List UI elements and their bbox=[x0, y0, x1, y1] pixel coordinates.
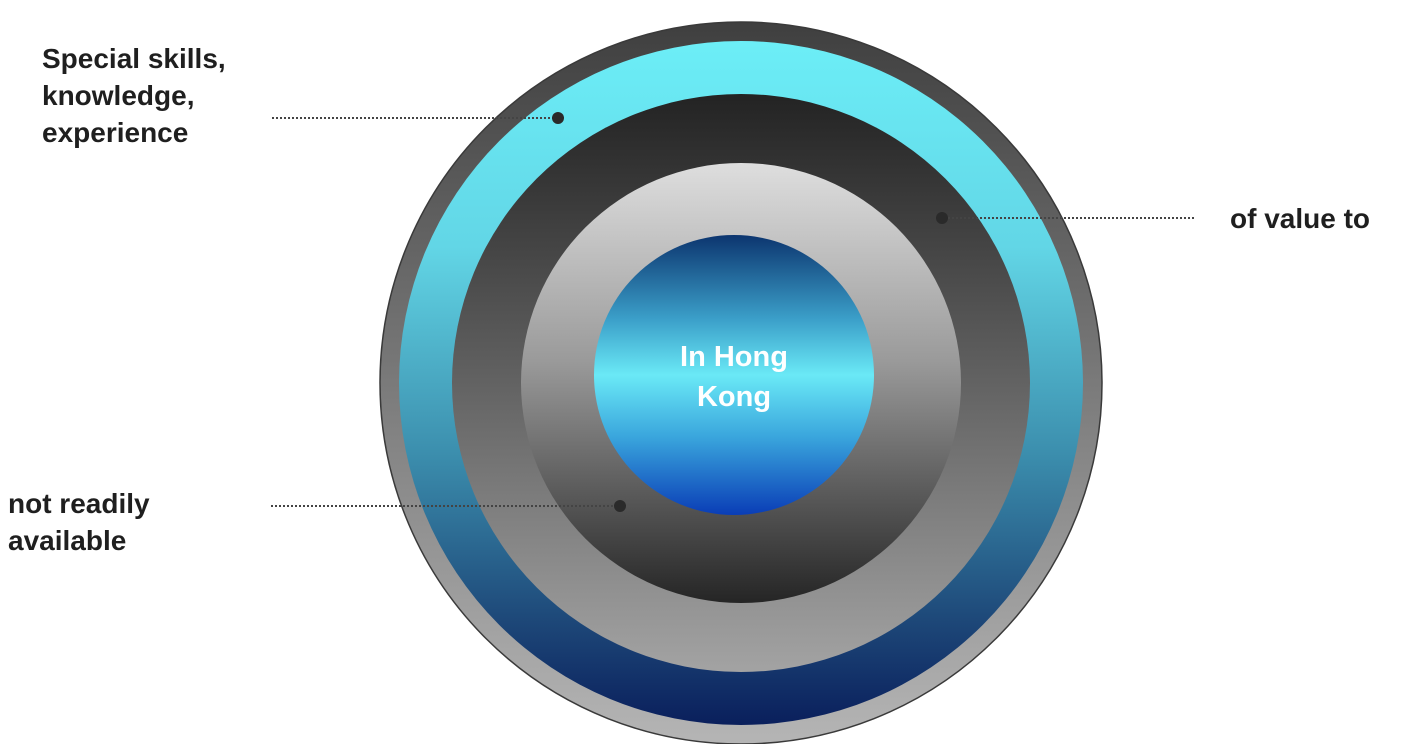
skills-callout-line-2: knowledge, bbox=[42, 80, 195, 111]
availability-callout-line-1: not readily bbox=[8, 488, 150, 519]
center-label-line-1: In Hong bbox=[680, 341, 788, 373]
skills-callout-line-3: experience bbox=[42, 117, 189, 148]
value-callout-line-1: of value to bbox=[1230, 203, 1371, 234]
skills-callout-line-1: Special skills, bbox=[42, 43, 226, 74]
skills-connector-dot bbox=[552, 112, 564, 124]
value-connector-dot bbox=[936, 212, 948, 224]
core-circle bbox=[594, 235, 874, 515]
center-label-line-2: Kong bbox=[696, 381, 772, 413]
value-callout: of value to bbox=[1230, 200, 1370, 237]
skills-callout: Special skills, knowledge, experience bbox=[42, 40, 226, 151]
availability-callout: not readily available bbox=[8, 485, 150, 559]
availability-callout-line-2: available bbox=[8, 525, 127, 556]
availability-connector-dot bbox=[614, 500, 626, 512]
center-label: In Hong Kong bbox=[634, 337, 834, 417]
